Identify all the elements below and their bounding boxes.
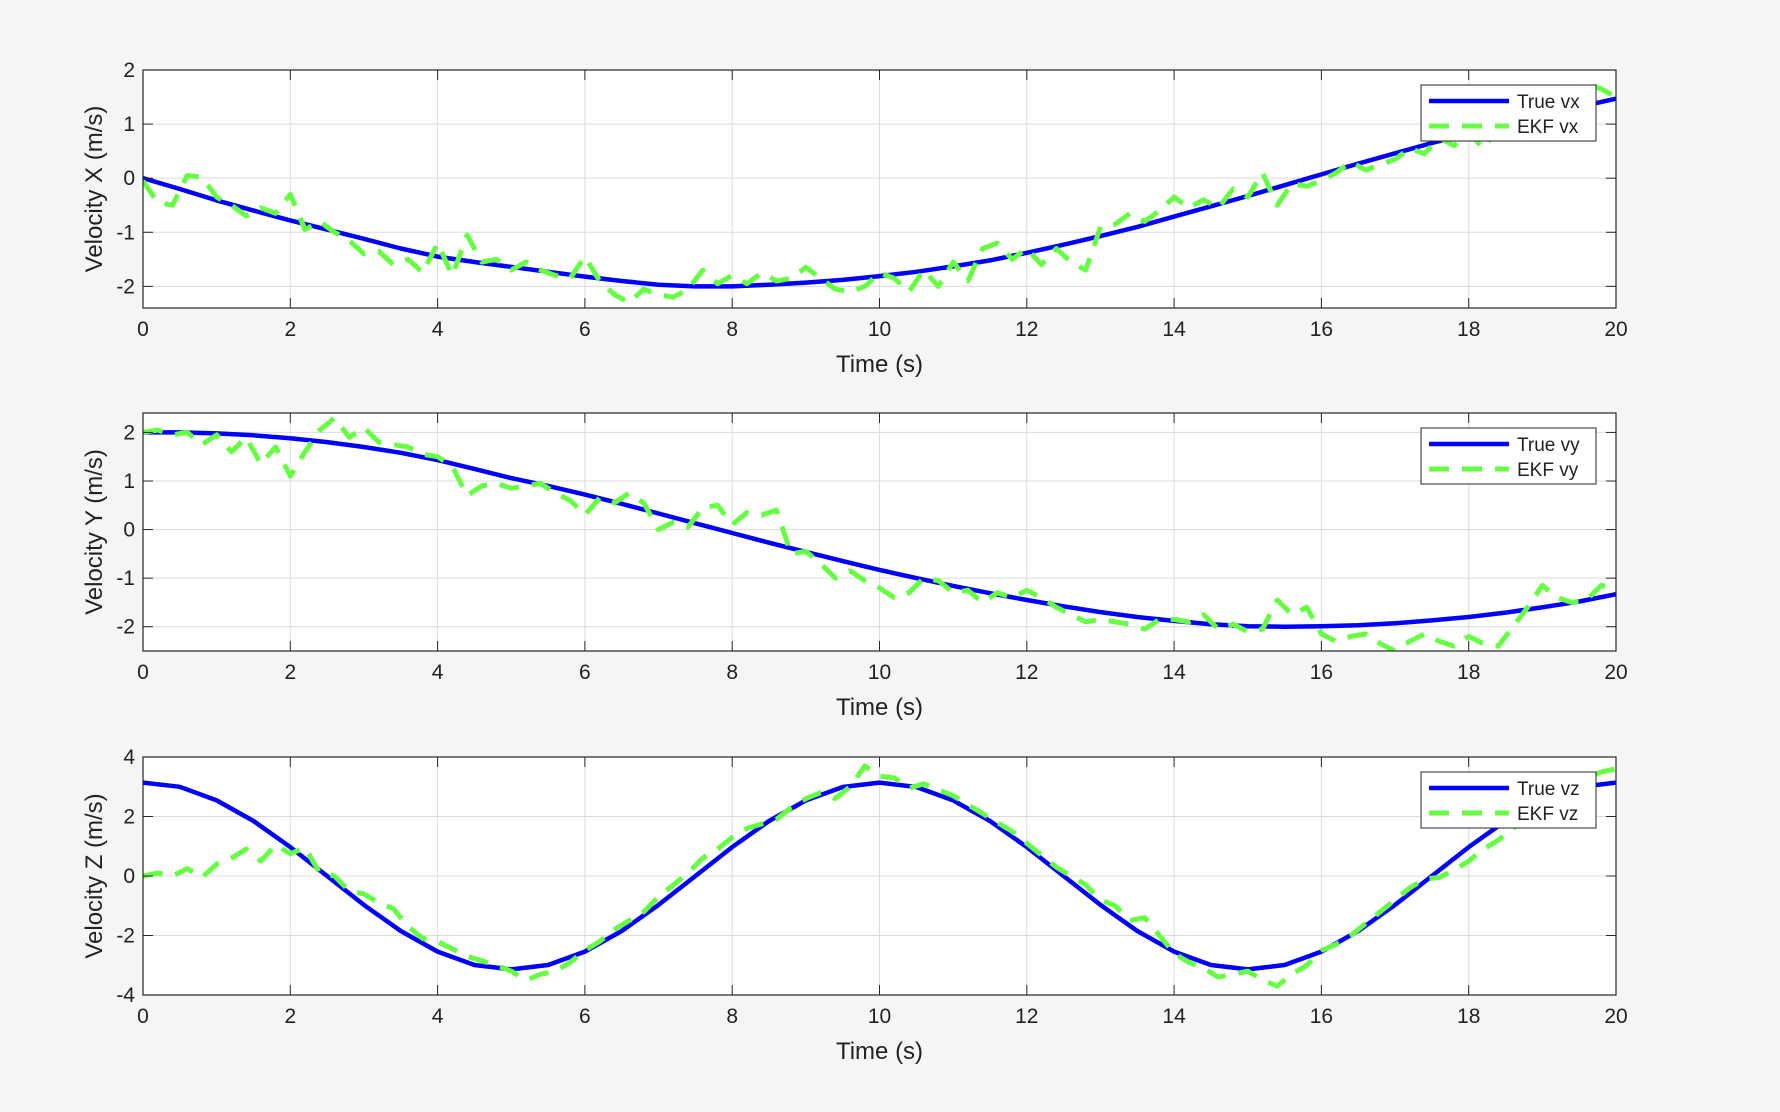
x-tick-label: 12: [1015, 1005, 1038, 1028]
y-tick-label: -2: [116, 275, 135, 298]
series-line-true-vz: [143, 780, 1616, 972]
series-line-true-vy: [143, 430, 1616, 629]
legend-label: EKF vx: [1517, 117, 1579, 138]
legend: True vz EKF vz: [1420, 771, 1597, 829]
x-tick-label: 4: [432, 661, 444, 684]
x-tick-label: 8: [726, 661, 738, 684]
legend-box: [1420, 771, 1597, 829]
x-tick-label: 18: [1457, 318, 1480, 341]
x-tick-label: 20: [1604, 318, 1627, 341]
series-line-ekf-vx: [143, 81, 1616, 306]
y-tick-label: 4: [123, 746, 135, 769]
x-tick-label: 6: [579, 1005, 591, 1028]
x-tick-label: 4: [432, 1005, 444, 1028]
y-tick-label: -2: [116, 616, 135, 639]
x-tick-label: 16: [1310, 1005, 1333, 1028]
x-tick-label: 2: [284, 1005, 296, 1028]
x-tick-label: 6: [579, 318, 591, 341]
y-tick-label: 1: [123, 113, 135, 136]
y-axis-label: Velocity Z (m/s): [81, 793, 108, 958]
legend-label: EKF vy: [1517, 460, 1579, 481]
x-tick-label: 10: [868, 1005, 891, 1028]
x-tick-label: 12: [1015, 661, 1038, 684]
y-tick-label: 2: [123, 421, 135, 444]
x-tick-label: 2: [284, 318, 296, 341]
x-tick-label: 20: [1604, 1005, 1627, 1028]
x-tick-label: 0: [137, 1005, 149, 1028]
x-tick-label: 0: [137, 318, 149, 341]
x-tick-label: 18: [1457, 661, 1480, 684]
legend: True vy EKF vy: [1420, 427, 1597, 485]
series-line-ekf-vz: [143, 763, 1616, 989]
x-tick-label: 0: [137, 661, 149, 684]
subplot-3: 0 2 4 6 8 10 12 14 16 18 20 -4 -2 0 2 4 Time (s) Velocity…: [81, 746, 1628, 1065]
y-tick-label: 2: [123, 806, 135, 829]
x-tick-label: 16: [1310, 318, 1333, 341]
x-tick-label: 2: [284, 661, 296, 684]
x-tick-label: 4: [432, 318, 444, 341]
series-group: [143, 81, 1616, 306]
y-tick-label: 2: [123, 59, 135, 82]
legend-label: True vz: [1517, 779, 1580, 800]
x-tick-label: 8: [726, 318, 738, 341]
legend-label: True vx: [1517, 92, 1580, 113]
x-tick-label: 10: [868, 661, 891, 684]
y-tick-label: 0: [123, 865, 135, 888]
y-tick-label: 0: [123, 519, 135, 542]
y-tick-label: -1: [116, 567, 135, 590]
y-axis-label: Velocity X (m/s): [81, 106, 108, 273]
legend-box: [1420, 427, 1597, 485]
y-tick-label: 0: [123, 167, 135, 190]
x-tick-label: 20: [1604, 661, 1627, 684]
series-line-true-vx: [143, 96, 1616, 289]
x-axis-label: Time (s): [836, 351, 923, 378]
x-tick-label: 6: [579, 661, 591, 684]
y-tick-label: 1: [123, 470, 135, 493]
x-tick-label: 18: [1457, 1005, 1480, 1028]
x-tick-label: 14: [1162, 318, 1186, 341]
x-tick-label: 8: [726, 1005, 738, 1028]
y-tick-label: -2: [116, 925, 135, 948]
y-tick-label: -1: [116, 221, 135, 244]
x-axis-label: Time (s): [836, 1038, 923, 1065]
y-tick-label: -4: [116, 984, 135, 1007]
legend-label: EKF vz: [1517, 804, 1578, 825]
legend-box: [1420, 84, 1597, 142]
legend-label: True vy: [1517, 435, 1580, 456]
x-tick-label: 16: [1310, 661, 1333, 684]
x-tick-label: 14: [1162, 1005, 1186, 1028]
series-group: [143, 415, 1616, 651]
x-tick-label: 10: [868, 318, 891, 341]
legend: True vx EKF vx: [1420, 84, 1597, 142]
x-tick-label: 14: [1162, 661, 1186, 684]
y-axis-label: Velocity Y (m/s): [81, 449, 108, 615]
series-line-ekf-vy: [143, 415, 1616, 651]
x-tick-label: 12: [1015, 318, 1038, 341]
series-group: [143, 763, 1616, 989]
x-axis-label: Time (s): [836, 694, 923, 721]
